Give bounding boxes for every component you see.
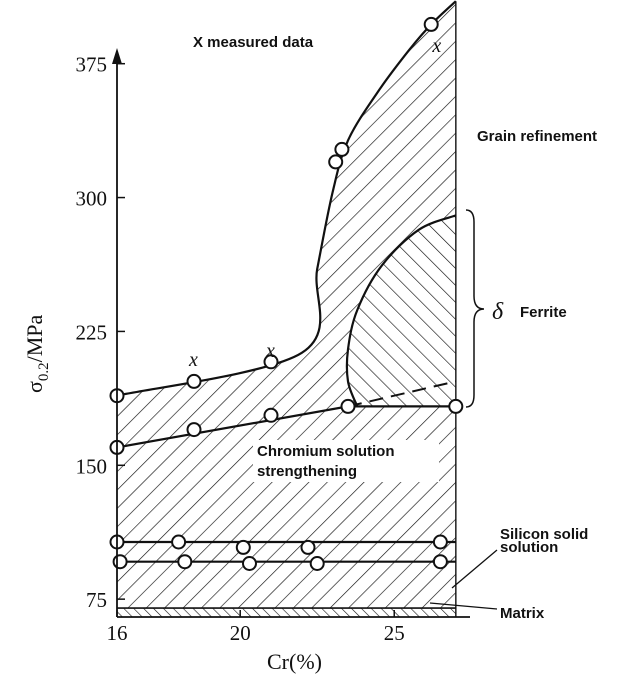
- ferrite-brace: [465, 209, 485, 408]
- silicon-upper-points-2: [235, 539, 251, 555]
- hatched-regions: [117, 1, 456, 617]
- legend-text: X measured data: [193, 34, 314, 51]
- x-tick-label-20: 20: [230, 621, 251, 645]
- axis-ticks: 75 150 225 300 375 16 20 25: [76, 53, 405, 645]
- ferrite-region-hatch: [346, 215, 456, 407]
- y-axis-label-unit: /MPa: [22, 314, 47, 362]
- upper-boundary-points-3: [328, 154, 344, 170]
- upper-boundary-points-1: [186, 373, 202, 389]
- ferrite-dashed-line: [347, 380, 457, 408]
- silicon-upper-points-3: [300, 539, 316, 555]
- chromium-label-line1: Chromium solution: [257, 443, 395, 460]
- silicon-leader-line: [451, 549, 498, 589]
- silicon-label-line2: solution: [500, 539, 558, 556]
- x-axis-label: Cr(%): [267, 649, 322, 674]
- chromium-line-points-4: [448, 398, 464, 414]
- y-tick-label-375: 375: [76, 53, 108, 77]
- y-axis-label-sub: 0.2: [36, 362, 52, 381]
- chromium-label-background: [253, 440, 439, 482]
- chromium-line-points-2: [263, 407, 279, 423]
- y-tick-label-75: 75: [86, 588, 107, 612]
- ferrite-boundary-curve: [345, 214, 457, 407]
- silicon-lower-points-1: [177, 554, 193, 570]
- x-tick-label-16: 16: [107, 621, 128, 645]
- matrix-label: Matrix: [500, 605, 545, 622]
- upper-boundary-points-4: [334, 141, 350, 157]
- silicon-upper-points-1: [171, 534, 187, 550]
- silicon-lower-points-4: [432, 554, 448, 570]
- y-axis-label-base: σ: [22, 381, 47, 393]
- measured-x-mark-1: x: [265, 340, 275, 362]
- chromium-line-points-3: [340, 398, 356, 414]
- silicon-upper-points-4: [432, 534, 448, 550]
- chromium-label-line2: strengthening: [257, 463, 357, 480]
- delta-symbol: δ: [492, 299, 504, 325]
- measured-x-mark-0: x: [188, 349, 198, 371]
- x-tick-label-25: 25: [384, 621, 405, 645]
- silicon-lower-points-0: [112, 554, 128, 570]
- y-axis-arrow: [112, 48, 122, 64]
- matrix-leader-line: [429, 602, 498, 610]
- y-tick-label-300: 300: [76, 187, 108, 211]
- upper-boundary-points-5: [423, 16, 439, 32]
- matrix-band-hatch: [117, 608, 456, 617]
- silicon-label-line1: Silicon solid: [500, 526, 588, 543]
- measured-x-mark-2: x: [431, 35, 441, 57]
- silicon-lower-points-3: [309, 556, 325, 571]
- chromium-line-points-1: [186, 422, 202, 438]
- ferrite-label: Ferrite: [520, 304, 567, 321]
- y-axis-label: σ0.2/MPa: [22, 314, 52, 393]
- y-tick-label-225: 225: [76, 320, 108, 344]
- y-tick-label-150: 150: [76, 454, 108, 478]
- axes: [112, 48, 470, 618]
- silicon-lower-points-2: [242, 556, 257, 571]
- upper-boundary-points-2: [263, 354, 279, 370]
- grain-refinement-label: Grain refinement: [477, 128, 597, 145]
